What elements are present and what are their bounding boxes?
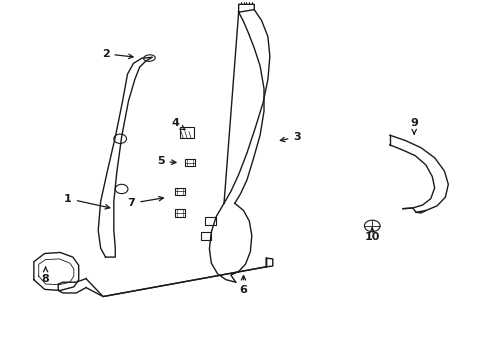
Text: 6: 6: [239, 276, 247, 296]
Bar: [180, 127, 193, 138]
Bar: [184, 159, 195, 166]
Text: 9: 9: [409, 118, 417, 134]
Text: 3: 3: [280, 132, 300, 142]
Text: 10: 10: [364, 228, 379, 242]
Text: 5: 5: [157, 156, 176, 166]
Text: 7: 7: [127, 197, 163, 208]
Text: 4: 4: [171, 118, 184, 130]
Bar: [174, 188, 185, 195]
Text: 2: 2: [102, 49, 133, 59]
Text: 8: 8: [41, 267, 49, 284]
Bar: [174, 210, 185, 217]
Text: 1: 1: [64, 194, 109, 209]
